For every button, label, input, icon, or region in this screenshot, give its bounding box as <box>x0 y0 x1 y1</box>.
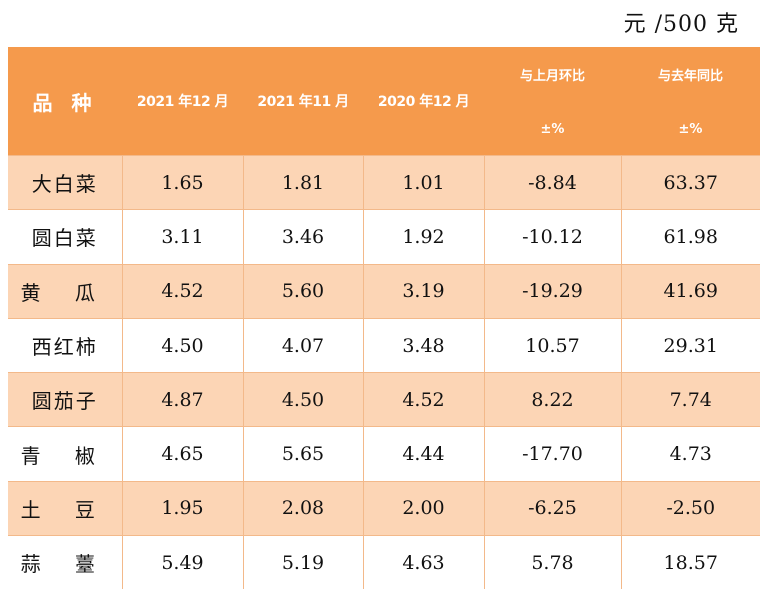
header-yoy-unit: ±% <box>678 122 703 137</box>
cell-mom: -6.25 <box>483 480 621 536</box>
cell-mom: -17.70 <box>483 426 621 482</box>
cell-dec-2021: 4.87 <box>121 372 243 427</box>
cell-dec-2021: 5.49 <box>121 535 243 590</box>
cell-variety: 青 椒 <box>8 426 122 482</box>
header-variety: 品 种 <box>8 47 122 156</box>
table-row: 青 椒 4.65 5.65 4.44 -17.70 4.73 <box>8 426 760 482</box>
cell-mom: 10.57 <box>483 317 621 373</box>
header-year-on-year: 与去年同比 ±% <box>621 47 760 156</box>
table-row: 圆白菜 3.11 3.46 1.92 -10.12 61.98 <box>8 209 760 265</box>
cell-nov-2021: 4.07 <box>242 317 363 373</box>
cell-nov-2021: 3.46 <box>242 209 363 265</box>
header-nov-2021: 2021 年11 月 <box>243 47 363 156</box>
cell-dec-2021: 3.11 <box>121 209 243 265</box>
cell-variety: 蒜 薹 <box>8 535 122 590</box>
cell-nov-2021: 5.19 <box>242 535 363 590</box>
table-header: 品 种 2021 年12 月 2021 年11 月 2020 年12 月 与上月… <box>8 47 760 156</box>
cell-dec-2020: 4.63 <box>362 535 484 590</box>
cell-yoy: 29.31 <box>620 317 760 373</box>
table-row: 圆茄子 4.87 4.50 4.52 8.22 7.74 <box>8 372 760 427</box>
table-row: 黄 瓜 4.52 5.60 3.19 -19.29 41.69 <box>8 263 760 319</box>
cell-variety: 土 豆 <box>8 480 122 536</box>
cell-variety: 大白菜 <box>8 154 122 210</box>
cell-variety: 黄 瓜 <box>8 263 122 319</box>
cell-mom: -19.29 <box>483 263 621 319</box>
cell-variety: 西红柿 <box>8 317 122 373</box>
cell-dec-2020: 4.52 <box>362 372 484 427</box>
cell-nov-2021: 1.81 <box>242 154 363 210</box>
cell-variety: 圆白菜 <box>8 209 122 265</box>
cell-yoy: 63.37 <box>620 154 760 210</box>
cell-dec-2021: 1.95 <box>121 480 243 536</box>
table-row: 土 豆 1.95 2.08 2.00 -6.25 -2.50 <box>8 480 760 536</box>
header-row: 品 种 2021 年12 月 2021 年11 月 2020 年12 月 与上月… <box>8 47 760 156</box>
cell-dec-2020: 4.44 <box>362 426 484 482</box>
table-body: 大白菜 1.65 1.81 1.01 -8.84 63.37 圆白菜 3.11 … <box>8 154 760 590</box>
header-dec-2021: 2021 年12 月 <box>122 47 243 156</box>
cell-yoy: 4.73 <box>620 426 760 482</box>
cell-yoy: 7.74 <box>620 372 760 427</box>
cell-mom: -10.12 <box>483 209 621 265</box>
cell-nov-2021: 4.50 <box>242 372 363 427</box>
cell-dec-2020: 1.92 <box>362 209 484 265</box>
table-row: 蒜 薹 5.49 5.19 4.63 5.78 18.57 <box>8 535 760 590</box>
cell-variety: 圆茄子 <box>8 372 122 427</box>
header-mom-label: 与上月环比 <box>519 69 585 84</box>
vegetable-price-table: 品 种 2021 年12 月 2021 年11 月 2020 年12 月 与上月… <box>8 47 760 590</box>
cell-dec-2021: 4.65 <box>121 426 243 482</box>
cell-yoy: 18.57 <box>620 535 760 590</box>
cell-mom: -8.84 <box>483 154 621 210</box>
cell-dec-2020: 1.01 <box>362 154 484 210</box>
cell-yoy: -2.50 <box>620 480 760 536</box>
header-month-on-month: 与上月环比 ±% <box>484 47 621 156</box>
cell-mom: 5.78 <box>483 535 621 590</box>
table-row: 大白菜 1.65 1.81 1.01 -8.84 63.37 <box>8 154 760 210</box>
cell-yoy: 61.98 <box>620 209 760 265</box>
header-dec-2020: 2020 年12 月 <box>363 47 484 156</box>
cell-nov-2021: 5.60 <box>242 263 363 319</box>
cell-yoy: 41.69 <box>620 263 760 319</box>
unit-label: 元 /500 克 <box>623 12 739 37</box>
cell-dec-2021: 4.52 <box>121 263 243 319</box>
table-row: 西红柿 4.50 4.07 3.48 10.57 29.31 <box>8 317 760 373</box>
cell-nov-2021: 5.65 <box>242 426 363 482</box>
header-yoy-label: 与去年同比 <box>657 69 723 84</box>
cell-dec-2020: 2.00 <box>362 480 484 536</box>
cell-dec-2020: 3.19 <box>362 263 484 319</box>
cell-mom: 8.22 <box>483 372 621 427</box>
cell-nov-2021: 2.08 <box>242 480 363 536</box>
cell-dec-2021: 4.50 <box>121 317 243 373</box>
cell-dec-2021: 1.65 <box>121 154 243 210</box>
header-mom-unit: ±% <box>540 122 565 137</box>
cell-dec-2020: 3.48 <box>362 317 484 373</box>
